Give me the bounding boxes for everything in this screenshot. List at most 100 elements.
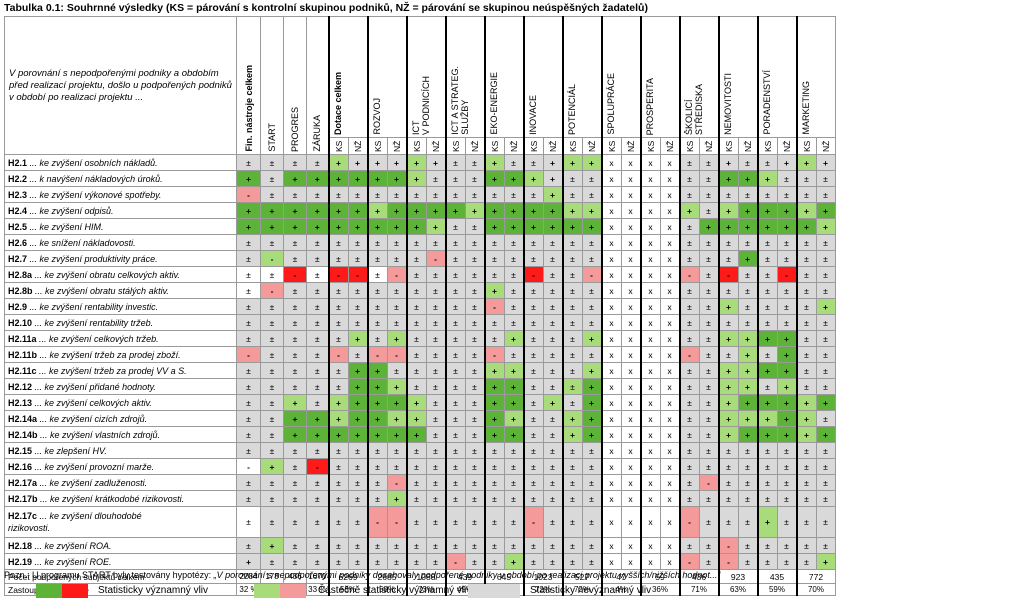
result-cell: ± xyxy=(327,298,349,315)
result-cell: + xyxy=(561,410,583,427)
result-cell: ± xyxy=(561,537,583,554)
result-cell: + xyxy=(737,218,758,235)
result-cell: ± xyxy=(425,410,446,427)
result-cell: ± xyxy=(347,490,368,507)
result-cell: ± xyxy=(366,537,388,554)
result-cell: ± xyxy=(756,250,778,267)
result-cell: ± xyxy=(306,506,329,538)
sub-label-text: NŽ xyxy=(742,140,753,152)
sub-label: KS xyxy=(327,137,349,155)
hypothesis-text: ... ke zvýšení osobních nákladů. xyxy=(27,157,158,168)
result-cell: ± xyxy=(522,250,544,267)
result-cell: ± xyxy=(444,282,466,299)
result-cell: ± xyxy=(581,458,602,475)
result-cell: ± xyxy=(425,234,446,251)
result-cell: ± xyxy=(522,186,544,203)
result-cell: ± xyxy=(306,186,329,203)
result-cell: ± xyxy=(236,154,261,171)
result-cell: ± xyxy=(327,314,349,331)
result-cell: ± xyxy=(483,250,505,267)
sub-label: KS xyxy=(717,137,739,155)
table-row: H2.1 ... ke zvýšení osobních nákladů. ± ± ±… xyxy=(4,154,836,171)
result-cell: ± xyxy=(756,314,778,331)
result-cell: ± xyxy=(483,458,505,475)
table-row: H2.14b ... ke zvýšení vlastních zdrojů. ±… xyxy=(4,426,836,443)
result-cell: ± xyxy=(561,234,583,251)
result-cell: ± xyxy=(236,490,261,507)
result-cell: - xyxy=(327,346,349,363)
result-cell: + xyxy=(756,506,778,538)
result-cell: ± xyxy=(776,314,797,331)
result-cell: ± xyxy=(236,394,261,411)
result-cell: ± xyxy=(425,330,446,347)
group-header: Dotace celkem xyxy=(327,16,368,138)
result-cell: ± xyxy=(366,314,388,331)
result-cell: ± xyxy=(717,458,739,475)
result-cell: ± xyxy=(503,458,524,475)
result-cell: x xyxy=(659,426,680,443)
result-cell: ± xyxy=(522,394,544,411)
result-cell: ± xyxy=(776,282,797,299)
result-cell: ± xyxy=(581,298,602,315)
sub-label: NŽ xyxy=(776,137,797,155)
result-cell: x xyxy=(659,330,680,347)
result-cell: ± xyxy=(737,282,758,299)
sub-label: KS xyxy=(405,137,427,155)
result-cell: ± xyxy=(776,537,797,554)
result-cell: ± xyxy=(405,442,427,459)
result-cell: ± xyxy=(236,506,261,538)
result-cell: + xyxy=(386,426,407,443)
result-cell: x xyxy=(639,250,661,267)
result-cell: ± xyxy=(561,298,583,315)
table-row: H2.11c ... ke zvýšení tržeb za prodej VV… xyxy=(4,362,836,379)
result-cell: ± xyxy=(522,234,544,251)
result-cell: ± xyxy=(698,186,719,203)
hypothesis-code: H2.8b xyxy=(8,285,33,296)
result-cell: ± xyxy=(542,346,563,363)
result-cell: x xyxy=(600,346,622,363)
result-cell: + xyxy=(386,410,407,427)
result-cell: ± xyxy=(260,442,284,459)
result-cell: ± xyxy=(386,298,407,315)
result-cell: + xyxy=(717,218,739,235)
result-cell: + xyxy=(717,202,739,219)
result-cell: + xyxy=(561,426,583,443)
result-cell: + xyxy=(503,410,524,427)
sub-label: KS xyxy=(522,137,544,155)
result-cell: x xyxy=(620,266,641,283)
result-cell: x xyxy=(639,442,661,459)
hypothesis-text: ... ke zvýšení výkonové spotřeby. xyxy=(27,189,162,200)
result-cell: + xyxy=(405,410,427,427)
result-cell: ± xyxy=(698,506,719,538)
result-cell: ± xyxy=(698,378,719,395)
result-cell: x xyxy=(620,553,641,570)
result-cell: ± xyxy=(366,330,388,347)
result-cell: ± xyxy=(698,346,719,363)
hypothesis-code: H2.11a xyxy=(8,333,37,344)
sub-label-text: NŽ xyxy=(664,140,675,152)
fin-column-header: Fin. nástroje celkem xyxy=(236,16,261,155)
result-cell: ± xyxy=(464,314,485,331)
table-description: V porovnání s nepodpořenými podniky a ob… xyxy=(4,16,237,155)
result-cell: ± xyxy=(347,186,368,203)
result-cell: ± xyxy=(347,234,368,251)
result-cell: ± xyxy=(756,474,778,491)
sub-label: KS xyxy=(483,137,505,155)
sub-label: NŽ xyxy=(503,137,524,155)
footer-row: Počet podpořených subjektů celkem 2284 178… xyxy=(4,569,836,584)
result-cell: ± xyxy=(464,298,485,315)
result-cell: ± xyxy=(236,426,261,443)
result-cell: ± xyxy=(425,490,446,507)
result-cell: ± xyxy=(542,474,563,491)
result-cell: + xyxy=(815,218,836,235)
table-row: H2.8a ... ke zvýšení obratu celkových ak… xyxy=(4,266,836,283)
fin-column-header: ZÁRUKA xyxy=(306,16,329,155)
result-cell: x xyxy=(600,490,622,507)
result-cell: ± xyxy=(776,506,797,538)
result-cell: ± xyxy=(561,282,583,299)
sub-label: KS xyxy=(444,137,466,155)
result-cell: ± xyxy=(464,553,485,570)
result-cell: + xyxy=(756,362,778,379)
result-cell: ± xyxy=(306,362,329,379)
result-cell: ± xyxy=(581,346,602,363)
